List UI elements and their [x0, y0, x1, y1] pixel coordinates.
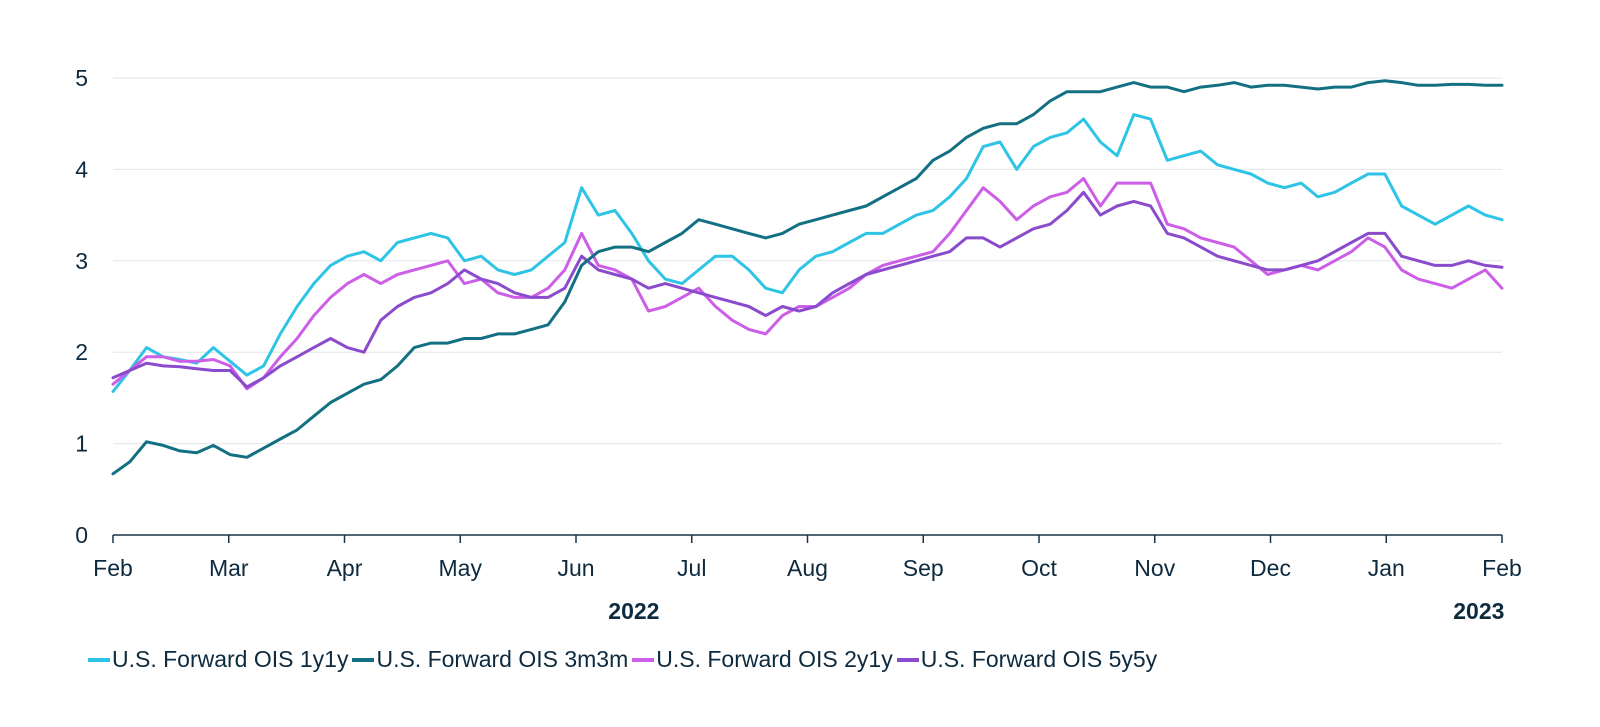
legend-swatch-5y5y — [896, 657, 919, 662]
x-axis: Feb Mar Apr May Jun Jul Aug Sep Oct Nov Dec Jan Feb 2… — [93, 534, 1522, 624]
series-line-1y1y — [111, 113, 1504, 393]
x-tick-label: Nov — [1134, 555, 1175, 581]
series-line-3m3m — [111, 79, 1504, 476]
y-tick-label: 1 — [75, 431, 88, 457]
legend-label-1y1y: U.S. Forward OIS 1y1y — [112, 646, 349, 672]
legend-swatch-1y1y — [88, 657, 110, 662]
x-tick-label: Sep — [903, 555, 944, 581]
y-tick-label: 2 — [75, 339, 88, 365]
year-label: 2023 — [1453, 598, 1504, 624]
y-tick-label: 5 — [75, 65, 88, 91]
x-tick-label: Jul — [677, 555, 706, 581]
series-line-2y1y — [111, 177, 1504, 391]
x-tick-label: Mar — [209, 555, 249, 581]
series-lines — [111, 79, 1504, 476]
legend-item-2y1y: U.S. Forward OIS 2y1y — [632, 646, 893, 673]
legend-swatch-2y1y — [632, 657, 655, 662]
legend-label-3m3m: U.S. Forward OIS 3m3m — [376, 646, 629, 672]
series-line-5y5y — [111, 190, 1504, 389]
legend-label-2y1y: U.S. Forward OIS 2y1y — [656, 646, 893, 672]
x-tick-label: Dec — [1250, 555, 1291, 581]
y-axis: 0 1 2 3 4 5 — [75, 65, 88, 548]
legend-swatch-3m3m — [352, 657, 375, 662]
legend-item-3m3m: U.S. Forward OIS 3m3m — [352, 646, 628, 673]
x-tick-label: Oct — [1021, 555, 1057, 581]
x-tick-label: Apr — [327, 555, 363, 581]
x-tick-label: Jan — [1368, 555, 1405, 581]
x-tick-label: Feb — [93, 555, 133, 581]
y-tick-label: 3 — [75, 248, 88, 274]
line-chart: 0 1 2 3 4 5 Feb Mar Apr May Jun Jul Aug Sep Oct Nov Dec… — [75, 65, 1522, 624]
legend-item-5y5y: U.S. Forward OIS 5y5y — [896, 646, 1158, 673]
x-tick-label: Aug — [787, 555, 828, 581]
y-tick-label: 0 — [75, 522, 88, 548]
legend-label-5y5y: U.S. Forward OIS 5y5y — [920, 646, 1158, 672]
x-tick-label: May — [439, 555, 483, 581]
x-tick-label: Jun — [557, 555, 594, 581]
legend: U.S. Forward OIS 1y1y U.S. Forward OIS 3… — [88, 646, 1161, 673]
gridlines — [113, 77, 1502, 445]
legend-item-1y1y: U.S. Forward OIS 1y1y — [88, 646, 348, 673]
y-tick-label: 4 — [75, 156, 88, 182]
year-label: 2022 — [608, 598, 659, 624]
x-tick-label: Feb — [1482, 555, 1522, 581]
